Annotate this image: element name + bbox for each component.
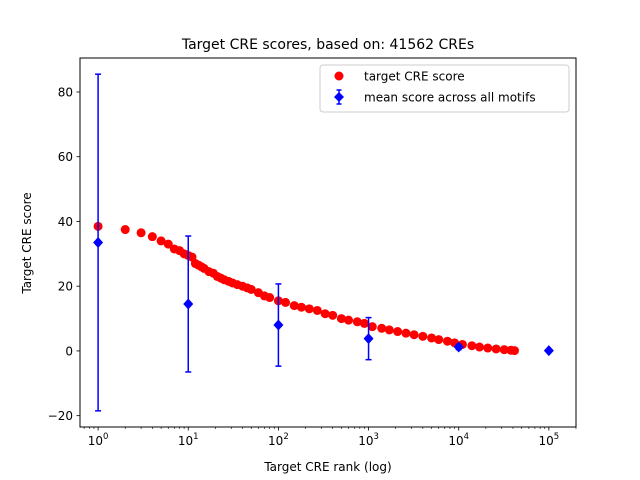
x-axis: 100 101 102 103 104 105 xyxy=(83,427,577,448)
score-point xyxy=(328,310,338,320)
legend-marker-mean xyxy=(334,89,344,105)
y-tick-label: 0 xyxy=(65,344,73,358)
score-point xyxy=(491,344,501,354)
x-axis-label: Target CRE rank (log) xyxy=(263,460,391,474)
score-point xyxy=(336,314,346,324)
chart-title: Target CRE scores, based on: 41562 CREs xyxy=(181,37,474,53)
score-point xyxy=(147,232,157,242)
score-point xyxy=(352,317,362,327)
score-point xyxy=(344,315,354,325)
x-tick-label: 102 xyxy=(268,432,289,448)
score-point xyxy=(401,328,411,338)
legend-box xyxy=(319,64,570,113)
score-point xyxy=(304,304,314,314)
y-tick-label: 20 xyxy=(58,280,73,294)
score-point xyxy=(483,343,493,353)
x-tick-label: 105 xyxy=(539,432,560,448)
score-point xyxy=(393,327,403,337)
score-point xyxy=(359,318,369,328)
score-point xyxy=(281,297,291,307)
score-point xyxy=(367,322,377,332)
score-point xyxy=(499,345,509,355)
score-point xyxy=(442,336,452,346)
mean-score-point xyxy=(453,341,464,353)
x-tick-label: 103 xyxy=(358,432,379,448)
score-point xyxy=(246,284,256,294)
mean-score-point xyxy=(183,298,194,310)
mean-score-point xyxy=(93,237,104,248)
score-point xyxy=(467,341,477,351)
y-tick-label: 40 xyxy=(58,215,73,229)
y-tick-label: −20 xyxy=(48,409,73,423)
y-axis: −20 0 20 40 60 80 xyxy=(48,85,80,423)
y-tick-label: 60 xyxy=(58,150,73,164)
mean-score-point xyxy=(273,319,284,331)
score-point xyxy=(265,293,275,303)
score-point xyxy=(427,333,437,343)
y-tick-label: 80 xyxy=(58,85,73,99)
score-point xyxy=(377,323,387,333)
axes-frame xyxy=(79,57,577,428)
mean-score-point xyxy=(363,333,374,345)
legend-marker-score xyxy=(334,71,344,81)
score-point xyxy=(120,225,130,235)
score-point xyxy=(156,236,166,246)
score-point xyxy=(136,228,146,238)
score-point xyxy=(474,342,484,352)
legend-label-score: target CRE score xyxy=(364,70,465,84)
x-tick-label: 100 xyxy=(88,432,109,448)
score-point xyxy=(384,325,394,335)
score-point xyxy=(163,239,173,249)
score-point xyxy=(320,309,330,319)
mean-score-point xyxy=(543,345,554,357)
x-tick-label: 101 xyxy=(178,432,199,448)
score-point xyxy=(296,302,306,312)
legend: target CRE score mean score across all m… xyxy=(319,64,570,113)
plot-area xyxy=(93,73,554,412)
score-point xyxy=(418,331,428,341)
score-point xyxy=(434,335,444,345)
score-point xyxy=(289,301,299,311)
score-point xyxy=(509,346,519,356)
legend-label-mean: mean score across all motifs xyxy=(364,91,536,105)
score-point xyxy=(312,305,322,315)
y-axis-label: Target CRE score xyxy=(20,192,34,294)
x-tick-label: 104 xyxy=(448,432,469,448)
score-point xyxy=(409,330,419,340)
